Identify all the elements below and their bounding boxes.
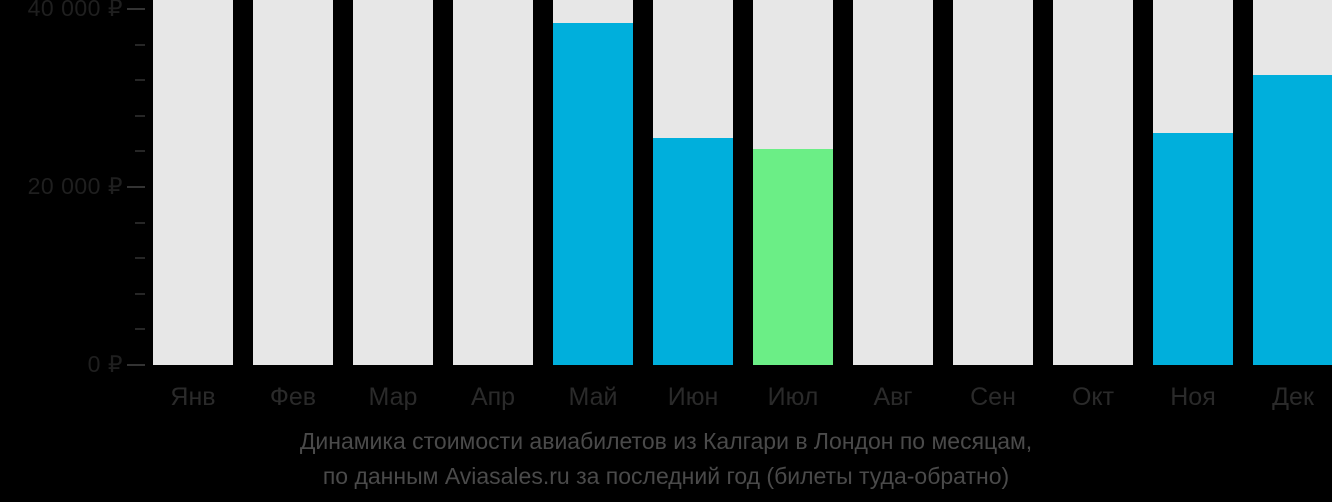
bar-column[interactable] xyxy=(753,0,833,365)
bar-fill[interactable] xyxy=(553,23,633,365)
caption-line-1: Динамика стоимости авиабилетов из Калгар… xyxy=(299,428,1033,454)
bar-column[interactable] xyxy=(653,0,733,365)
x-axis-label-1: Янв xyxy=(170,383,216,411)
bar-fill[interactable] xyxy=(753,148,833,365)
bar-fill[interactable] xyxy=(1153,132,1233,365)
y-tick-minor xyxy=(135,43,145,46)
y-tick-minor xyxy=(135,221,145,224)
x-axis: Янв Фев Мар Апр Май Июн Июл Авг Сен Окт Ноя Дек xyxy=(0,365,1332,420)
x-axis-label-7: Июл xyxy=(767,383,819,411)
y-tick-major xyxy=(127,186,145,188)
bar-column[interactable] xyxy=(553,0,633,365)
y-tick-major xyxy=(127,364,145,366)
bar-column[interactable] xyxy=(453,0,533,365)
y-tick-minor xyxy=(135,257,145,260)
bar-column[interactable] xyxy=(1253,0,1332,365)
bar-column[interactable] xyxy=(1153,0,1233,365)
chart-plot-area xyxy=(153,0,1332,365)
bar-column[interactable] xyxy=(953,0,1033,365)
x-axis-label-2: Фев xyxy=(269,383,317,411)
y-axis-label: 0 ₽ xyxy=(87,351,123,377)
y-tick-minor xyxy=(135,79,145,82)
x-axis-label-4: Апр xyxy=(470,383,516,411)
y-tick-minor xyxy=(135,328,145,331)
caption-line-2: по данным Aviasales.ru за последний год … xyxy=(322,463,1010,489)
y-tick-minor xyxy=(135,292,145,295)
x-axis-label-12: Дек xyxy=(1272,383,1314,411)
x-axis-label-11: Ноя xyxy=(1170,383,1216,411)
bar-column[interactable] xyxy=(853,0,933,365)
y-axis-label: 40 000 ₽ xyxy=(27,0,123,21)
chart-caption: Динамика стоимости авиабилетов из Калгар… xyxy=(0,424,1332,494)
bar-column[interactable] xyxy=(353,0,433,365)
bar-fill[interactable] xyxy=(653,138,733,365)
bar-column[interactable] xyxy=(253,0,333,365)
x-axis-label-8: Авг xyxy=(873,383,913,411)
y-tick-major xyxy=(127,8,145,10)
y-axis: 0 ₽ 20 000 ₽ 40 000 ₽ xyxy=(0,0,153,380)
y-tick-minor xyxy=(135,150,145,153)
bar-column[interactable] xyxy=(1053,0,1133,365)
x-axis-label-10: Окт xyxy=(1071,383,1115,411)
y-axis-label: 20 000 ₽ xyxy=(27,173,123,199)
x-axis-label-5: Май xyxy=(568,383,618,411)
x-axis-label-3: Мар xyxy=(368,383,418,411)
bar-column[interactable] xyxy=(153,0,233,365)
y-tick-minor xyxy=(135,114,145,117)
bar-fill[interactable] xyxy=(1253,74,1332,365)
x-axis-label-9: Сен xyxy=(970,383,1016,411)
x-axis-label-6: Июн xyxy=(667,383,719,411)
